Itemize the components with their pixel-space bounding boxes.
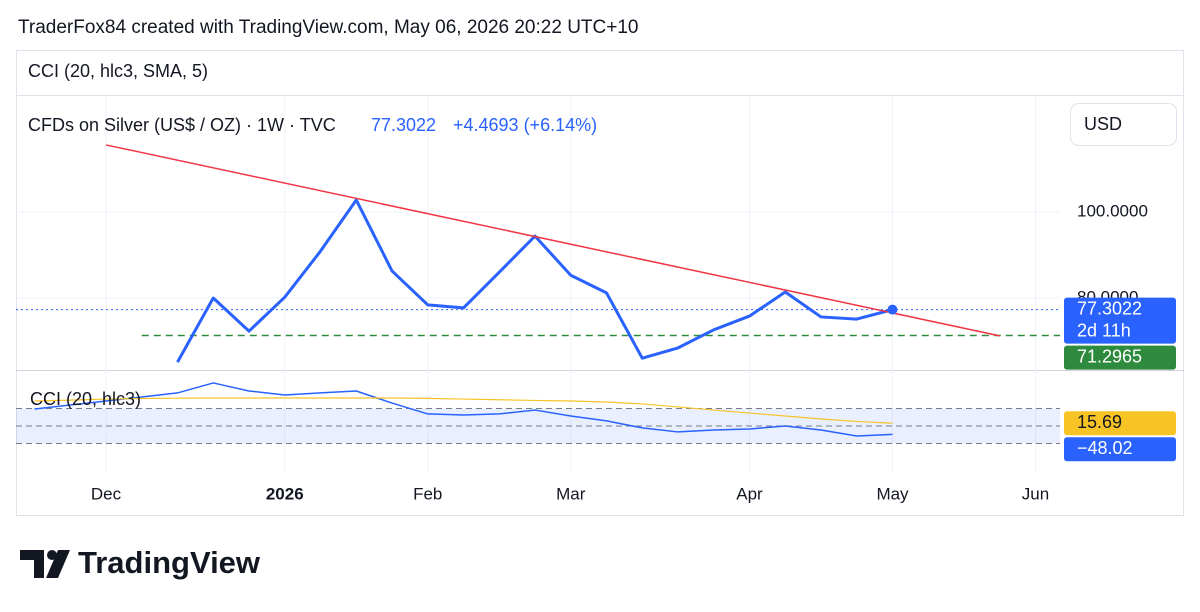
brand: TradingView <box>78 545 261 580</box>
trendline <box>105 144 1000 337</box>
x-tick-label: Dec <box>91 484 122 503</box>
axis-label-box <box>1064 411 1176 436</box>
axis-label-box <box>1064 437 1176 462</box>
chart-frame <box>16 50 1184 516</box>
axis-label-box <box>1064 345 1176 370</box>
currency-button[interactable] <box>1070 103 1177 146</box>
x-tick-label: Feb <box>413 484 442 503</box>
cci-name: CCI (20, hlc3) <box>30 389 141 409</box>
axis-label: 71.2965 <box>1077 346 1142 366</box>
axis-label: 77.3022 <box>1077 298 1142 318</box>
axis-label: 15.69 <box>1077 412 1122 432</box>
logo-icon <box>20 550 44 578</box>
price-change: +4.4693 (+6.14%) <box>453 115 597 135</box>
line <box>34 382 893 437</box>
symbol-title: CFDs on Silver (US$ / OZ) · 1W · TVC <box>28 115 336 135</box>
logo: TradingView <box>20 545 261 580</box>
x-tick-label: 2026 <box>266 484 304 503</box>
x-tick-label: Mar <box>556 484 586 503</box>
y-tick-label: 100.0000 <box>1077 201 1148 220</box>
logo-icon <box>46 550 70 578</box>
x-tick-label: Apr <box>736 484 763 503</box>
x-tick-label: May <box>876 484 909 503</box>
header: TraderFox84 created with TradingView.com… <box>18 17 638 38</box>
currency[interactable]: USD <box>1084 114 1122 134</box>
axis-label: 2d 11h <box>1077 320 1131 340</box>
line <box>34 397 893 424</box>
last-point <box>887 304 898 315</box>
axis-label-box <box>1064 297 1176 344</box>
last-price: 77.3022 <box>371 115 436 135</box>
logo-icon <box>47 550 57 560</box>
indicator-title: CCI (20, hlc3, SMA, 5) <box>28 61 208 81</box>
x-tick-label: Jun <box>1022 484 1049 503</box>
overlay: CFDs on Silver (US$ / OZ) · 1W · TVC 77.… <box>28 115 597 409</box>
axis-label: −48.02 <box>1077 438 1133 458</box>
